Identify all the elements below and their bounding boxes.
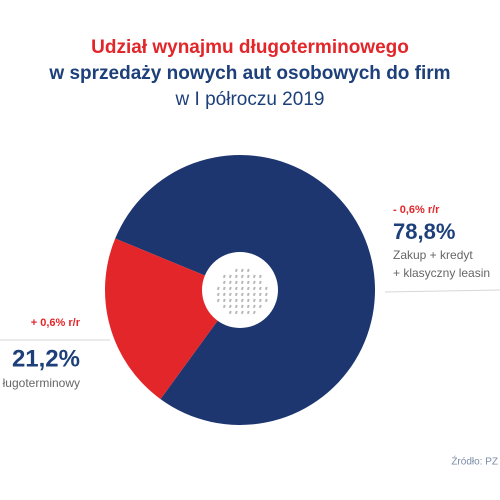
map-dot: [234, 268, 238, 273]
map-dot: [228, 304, 232, 309]
map-dot: [246, 304, 250, 309]
map-dot: [240, 286, 244, 291]
source: Źródło: PZ: [451, 455, 498, 468]
map-dot: [222, 280, 226, 285]
map-dot: [252, 310, 256, 315]
map-dot: [252, 292, 256, 297]
map-dot: [222, 298, 226, 303]
title-line: w I półroczu 2019: [175, 89, 325, 110]
map-dot: [258, 304, 262, 309]
map-dot: [222, 286, 226, 291]
value-label: 78,8%: [393, 219, 455, 244]
map-dot: [228, 274, 232, 279]
map-dot: [222, 292, 226, 297]
slice-label: + klasyczny leasin: [393, 266, 490, 280]
map-dot: [252, 280, 256, 285]
connector: [384, 289, 500, 293]
map-dot: [246, 280, 250, 285]
map-dot: [252, 274, 256, 279]
map-dot: [216, 298, 220, 303]
map-dot: [222, 304, 226, 309]
title-line: Udział wynajmu długoterminowego: [91, 37, 409, 58]
map-dot: [228, 292, 232, 297]
map-dot: [246, 268, 250, 273]
map-dot: [234, 310, 238, 315]
map-dot: [228, 286, 232, 291]
map-dot: [234, 280, 238, 285]
pie: [104, 155, 376, 425]
map-dot: [264, 292, 268, 297]
title-line: w sprzedaży nowych aut osobowych do firm: [48, 63, 450, 84]
map-dot: [252, 304, 256, 309]
map-dot: [246, 286, 250, 291]
map-dot: [246, 310, 250, 315]
map-dot: [240, 292, 244, 297]
map-dot: [246, 292, 250, 297]
map-dot: [240, 310, 244, 315]
map-dot: [264, 286, 268, 291]
map-dot: [258, 280, 262, 285]
map-dot: [258, 298, 262, 303]
map-dot: [216, 292, 220, 297]
map-dot: [234, 298, 238, 303]
change-label: - 0,6% r/r: [393, 204, 440, 216]
map-dot: [252, 298, 256, 303]
map-dot: [228, 280, 232, 285]
map-dot: [264, 298, 268, 303]
map-dot: [240, 298, 244, 303]
map-dot: [258, 274, 262, 279]
value-label: 21,2%: [12, 345, 80, 372]
map-dot: [240, 280, 244, 285]
map-dot: [216, 286, 220, 291]
map-dot: [234, 286, 238, 291]
map-dot: [228, 310, 232, 315]
map-dot: [234, 304, 238, 309]
change-label: + 0,6% r/r: [31, 317, 81, 329]
map-dot: [246, 274, 250, 279]
map-dot: [258, 286, 262, 291]
map-dot: [228, 298, 232, 303]
map-dot: [222, 274, 226, 279]
map-dot: [240, 274, 244, 279]
slice-label: Zakup + kredyt: [393, 248, 473, 262]
map-dot: [240, 304, 244, 309]
slice-label: ługoterminowy: [3, 376, 80, 390]
map-dot: [252, 286, 256, 291]
map-dot: [246, 298, 250, 303]
donut-hole: [202, 252, 278, 328]
map-dot: [234, 274, 238, 279]
map-dot: [240, 268, 244, 273]
map-dot: [234, 292, 238, 297]
map-dot: [258, 292, 262, 297]
